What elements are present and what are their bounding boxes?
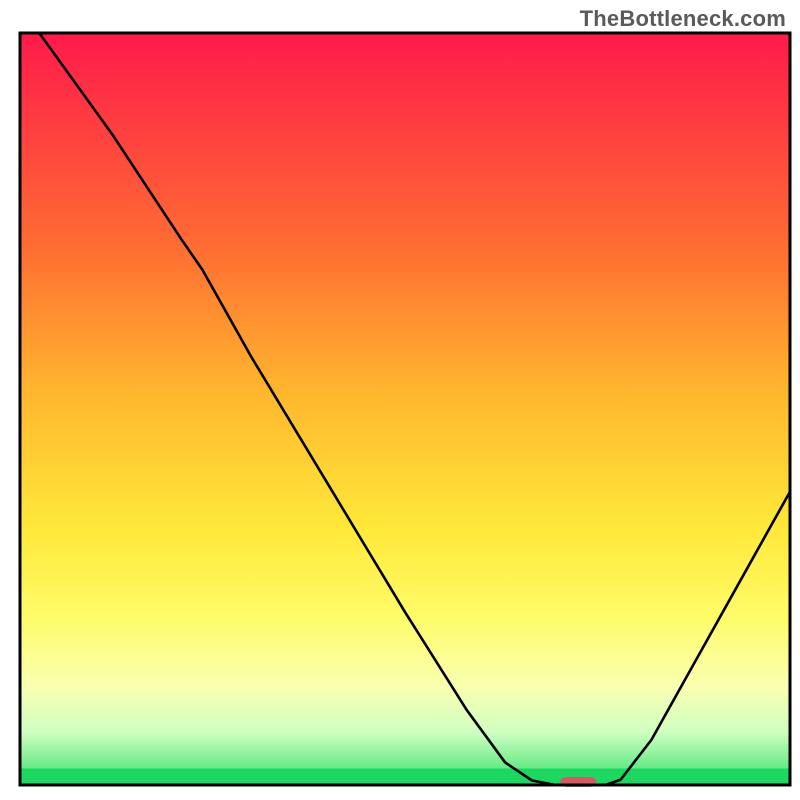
chart-container: TheBottleneck.com <box>0 0 800 800</box>
green-band <box>20 768 790 785</box>
plot-background <box>20 33 790 785</box>
bottleneck-chart <box>0 0 800 800</box>
watermark-text: TheBottleneck.com <box>580 6 786 32</box>
